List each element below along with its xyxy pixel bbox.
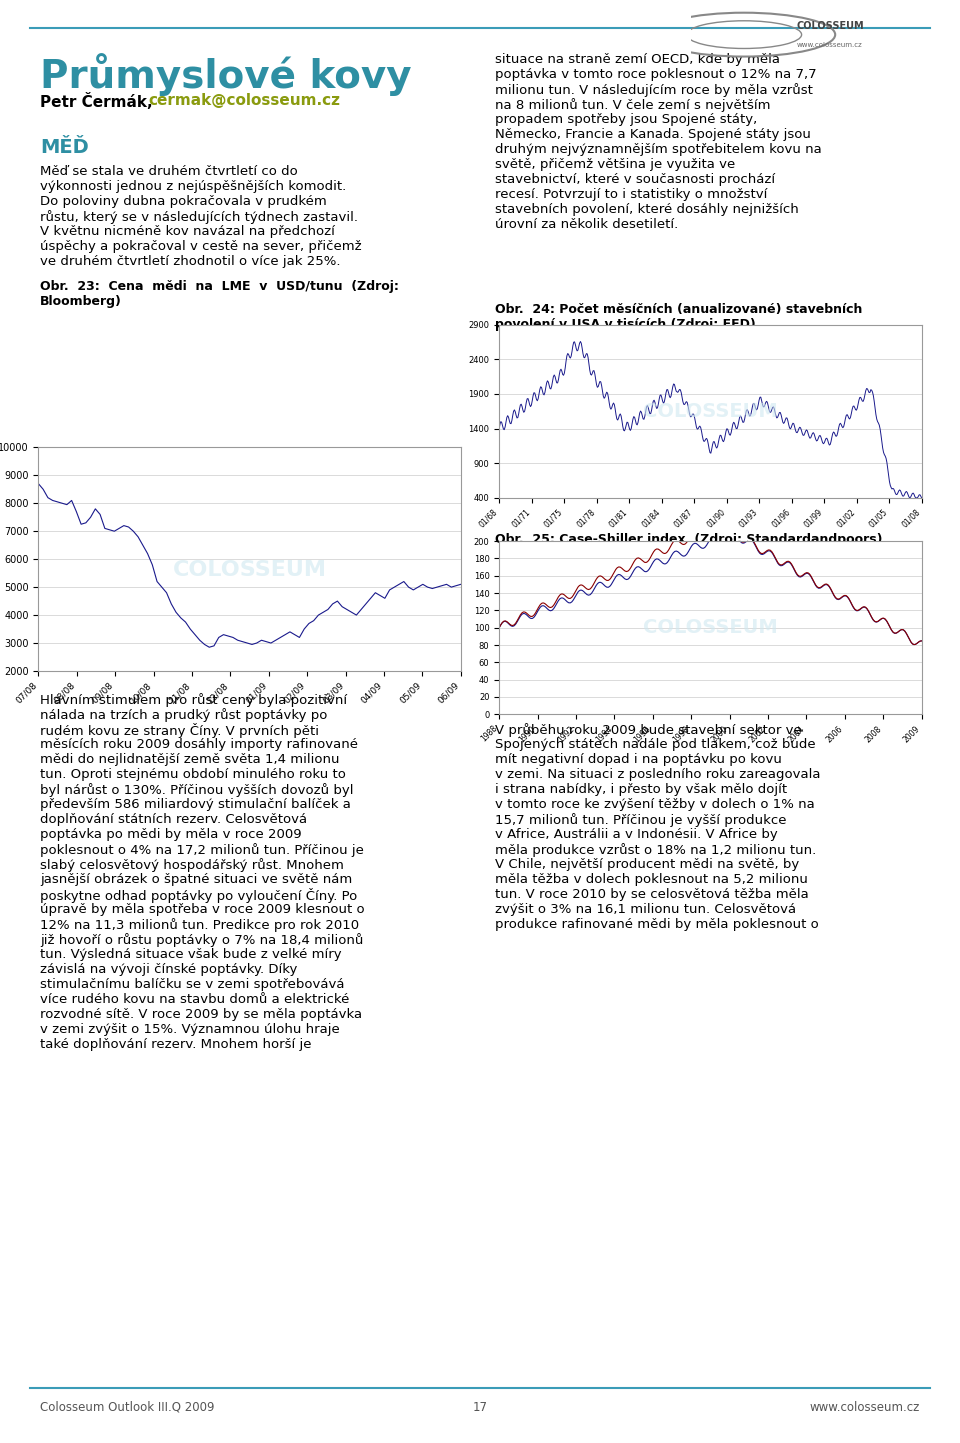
- Text: 12% na 11,3 milionů tun. Predikce pro rok 2010: 12% na 11,3 milionů tun. Predikce pro ro…: [40, 918, 359, 932]
- Text: situace na straně zemí OECD, kde by měla: situace na straně zemí OECD, kde by měla: [495, 53, 780, 66]
- Text: doplňování státních rezerv. Celosvětová: doplňování státních rezerv. Celosvětová: [40, 812, 307, 825]
- Text: úrovní za několik desetiletí.: úrovní za několik desetiletí.: [495, 218, 679, 231]
- Text: v Africe, Austrálii a v Indonésii. V Africe by: v Africe, Austrálii a v Indonésii. V Afr…: [495, 828, 778, 841]
- Text: www.colosseum.cz: www.colosseum.cz: [797, 42, 862, 48]
- Text: Obr.  24: Počet měsíčních (anualizované) stavebních
povolení v USA v tisících (Z: Obr. 24: Počet měsíčních (anualizované) …: [495, 303, 862, 330]
- Text: úspěchy a pokračoval v cestě na sever, přičemž: úspěchy a pokračoval v cestě na sever, p…: [40, 240, 362, 253]
- Text: Německo, Francie a Kanada. Spojené státy jsou: Německo, Francie a Kanada. Spojené státy…: [495, 128, 811, 141]
- Text: recesí. Potvrzují to i statistiky o množství: recesí. Potvrzují to i statistiky o množ…: [495, 188, 767, 201]
- Text: COLOSSEUM: COLOSSEUM: [797, 22, 864, 30]
- Text: Obr.  25: Case-Shiller index  (Zdroj: Standardandpoors): Obr. 25: Case-Shiller index (Zdroj: Stan…: [495, 532, 882, 545]
- Text: COLOSSEUM: COLOSSEUM: [643, 618, 778, 638]
- Text: Obr.  23:  Cena  mědi  na  LME  v  USD/tunu  (Zdroj:
Bloomberg): Obr. 23: Cena mědi na LME v USD/tunu (Zd…: [40, 280, 398, 307]
- Text: měla těžba v dolech poklesnout na 5,2 milionu: měla těžba v dolech poklesnout na 5,2 mi…: [495, 873, 808, 886]
- Text: nálada na trzích a prudký růst poptávky po: nálada na trzích a prudký růst poptávky …: [40, 709, 327, 722]
- Text: www.colosseum.cz: www.colosseum.cz: [809, 1401, 920, 1414]
- Text: V průběhu roku 2009 bude stavební sektor ve: V průběhu roku 2009 bude stavební sektor…: [495, 723, 802, 737]
- Text: měsících roku 2009 dosáhly importy rafinované: měsících roku 2009 dosáhly importy rafin…: [40, 737, 358, 750]
- Text: poptávka v tomto roce poklesnout o 12% na 7,7: poptávka v tomto roce poklesnout o 12% n…: [495, 68, 817, 81]
- Text: produkce rafinované mědi by měla poklesnout o: produkce rafinované mědi by měla poklesn…: [495, 918, 819, 931]
- Text: mědi do nejlidnatější země světa 1,4 milionu: mědi do nejlidnatější země světa 1,4 mil…: [40, 753, 340, 766]
- Text: zvýšit o 3% na 16,1 milionu tun. Celosvětová: zvýšit o 3% na 16,1 milionu tun. Celosvě…: [495, 903, 796, 916]
- Text: především 586 miliardový stimulační balíček a: především 586 miliardový stimulační balí…: [40, 798, 350, 811]
- Text: stavebnictví, které v současnosti prochází: stavebnictví, které v současnosti prochá…: [495, 173, 775, 186]
- Text: COLOSSEUM: COLOSSEUM: [173, 560, 326, 580]
- Text: tun. Oproti stejnému období minulého roku to: tun. Oproti stejnému období minulého rok…: [40, 768, 346, 781]
- Text: tun. V roce 2010 by se celosvětová těžba měla: tun. V roce 2010 by se celosvětová těžba…: [495, 887, 808, 900]
- Text: Hlavním stimulem pro růst ceny byla pozitivní: Hlavním stimulem pro růst ceny byla pozi…: [40, 693, 348, 707]
- Text: V květnu nicméně kov navázal na předchozí: V květnu nicméně kov navázal na předchoz…: [40, 225, 335, 238]
- Text: V Chile, největší producent mědi na světě, by: V Chile, největší producent mědi na svět…: [495, 859, 800, 872]
- Text: MĚĎ: MĚĎ: [40, 139, 88, 157]
- Text: v zemi zvýšit o 15%. Významnou úlohu hraje: v zemi zvýšit o 15%. Významnou úlohu hra…: [40, 1023, 340, 1036]
- Text: stavebních povolení, které dosáhly nejnižších: stavebních povolení, které dosáhly nejni…: [495, 203, 799, 216]
- Text: rozvodné sítě. V roce 2009 by se měla poptávka: rozvodné sítě. V roce 2009 by se měla po…: [40, 1009, 362, 1022]
- Text: poklesnout o 4% na 17,2 milionů tun. Příčinou je: poklesnout o 4% na 17,2 milionů tun. Pří…: [40, 843, 364, 857]
- Text: poskytne odhad poptávky po vyloučení Číny. Po: poskytne odhad poptávky po vyloučení Čín…: [40, 887, 357, 903]
- Text: cermak@colosseum.cz: cermak@colosseum.cz: [148, 92, 340, 108]
- Text: Colosseum Outlook III.Q 2009: Colosseum Outlook III.Q 2009: [40, 1401, 214, 1414]
- Text: závislá na vývoji čínské poptávky. Díky: závislá na vývoji čínské poptávky. Díky: [40, 962, 298, 975]
- Text: více rudého kovu na stavbu domů a elektrické: více rudého kovu na stavbu domů a elektr…: [40, 993, 349, 1006]
- Text: ve druhém čtvrtletí zhodnotil o více jak 25%.: ve druhém čtvrtletí zhodnotil o více jak…: [40, 255, 341, 268]
- Text: v zemi. Na situaci z posledního roku zareagovala: v zemi. Na situaci z posledního roku zar…: [495, 768, 821, 781]
- Text: Do poloviny dubna pokračovala v prudkém: Do poloviny dubna pokračovala v prudkém: [40, 195, 326, 208]
- Text: měla produkce vzrůst o 18% na 1,2 milionu tun.: měla produkce vzrůst o 18% na 1,2 milion…: [495, 843, 816, 857]
- Text: světě, přičemž většina je využita ve: světě, přičemž většina je využita ve: [495, 157, 735, 172]
- Text: i strana nabídky, i přesto by však mělo dojít: i strana nabídky, i přesto by však mělo …: [495, 784, 787, 797]
- Text: v tomto roce ke zvýšení těžby v dolech o 1% na: v tomto roce ke zvýšení těžby v dolech o…: [495, 798, 815, 811]
- Text: jasnější obrázek o špatné situaci ve světě nám: jasnější obrázek o špatné situaci ve svě…: [40, 873, 352, 886]
- Text: slabý celosvětový hospodářský růst. Mnohem: slabý celosvětový hospodářský růst. Mnoh…: [40, 859, 344, 872]
- Text: na 8 milionů tun. V čele zemí s největším: na 8 milionů tun. V čele zemí s největší…: [495, 98, 771, 113]
- Text: mít negativní dopad i na poptávku po kovu: mít negativní dopad i na poptávku po kov…: [495, 753, 781, 766]
- Text: byl nárůst o 130%. Příčinou vyšších dovozů byl: byl nárůst o 130%. Příčinou vyšších dovo…: [40, 784, 353, 797]
- Text: tun. Výsledná situace však bude z velké míry: tun. Výsledná situace však bude z velké …: [40, 948, 342, 961]
- Text: výkonnosti jednou z nejúspěšnějších komodit.: výkonnosti jednou z nejúspěšnějších komo…: [40, 180, 347, 193]
- Text: Průmyslové kovy: Průmyslové kovy: [40, 53, 412, 95]
- Text: poptávka po mědi by měla v roce 2009: poptávka po mědi by měla v roce 2009: [40, 828, 301, 841]
- Text: rudém kovu ze strany Číny. V prvních pěti: rudém kovu ze strany Číny. V prvních pět…: [40, 723, 319, 737]
- Text: 17: 17: [472, 1401, 488, 1414]
- Text: 15,7 milionů tun. Příčinou je vyšší produkce: 15,7 milionů tun. Příčinou je vyšší prod…: [495, 812, 786, 827]
- Text: úpravě by měla spotřeba v roce 2009 klesnout o: úpravě by měla spotřeba v roce 2009 kles…: [40, 903, 365, 916]
- Text: Petr Čermák,: Petr Čermák,: [40, 92, 153, 110]
- Text: stimulačnímu balíčku se v zemi spotřebovává: stimulačnímu balíčku se v zemi spotřebov…: [40, 978, 345, 991]
- Text: Měď se stala ve druhém čtvrtletí co do: Měď se stala ve druhém čtvrtletí co do: [40, 165, 298, 177]
- Text: milionu tun. V následujícím roce by měla vzrůst: milionu tun. V následujícím roce by měla…: [495, 84, 813, 97]
- Text: druhým nejvýznamnějším spotřebitelem kovu na: druhým nejvýznamnějším spotřebitelem kov…: [495, 143, 822, 156]
- Text: Spojených státech nadále pod tlakem, což bude: Spojených státech nadále pod tlakem, což…: [495, 737, 816, 750]
- Text: propadem spotřeby jsou Spojené státy,: propadem spotřeby jsou Spojené státy,: [495, 113, 757, 126]
- Text: růstu, který se v následujících týdnech zastavil.: růstu, který se v následujících týdnech …: [40, 211, 358, 224]
- Text: COLOSSEUM: COLOSSEUM: [643, 401, 778, 421]
- Text: také doplňování rezerv. Mnohem horší je: také doplňování rezerv. Mnohem horší je: [40, 1038, 311, 1051]
- Text: již hovoří o růstu poptávky o 7% na 18,4 milionů: již hovoří o růstu poptávky o 7% na 18,4…: [40, 934, 364, 947]
